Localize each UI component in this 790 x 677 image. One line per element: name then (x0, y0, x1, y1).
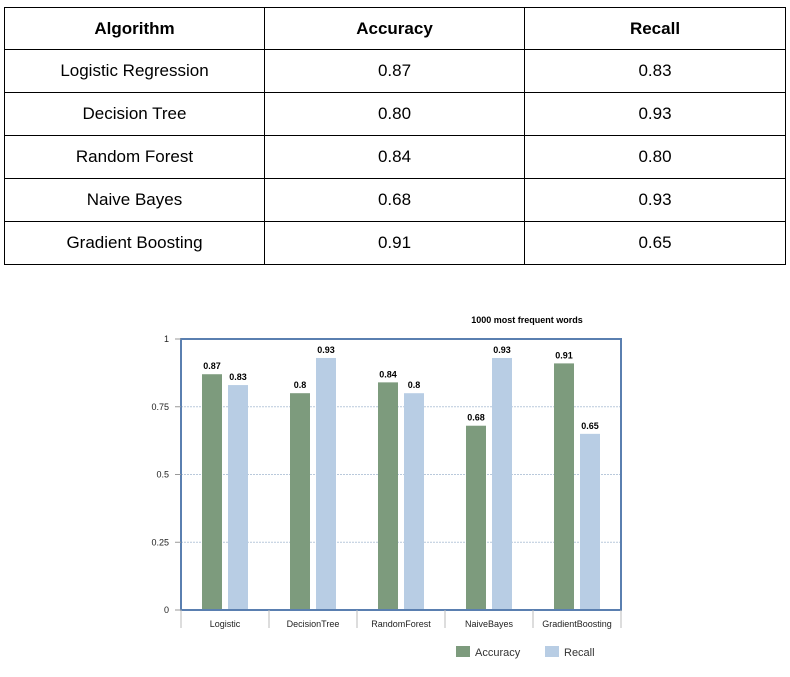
x-tick-label: RandomForest (371, 619, 431, 629)
data-label: 0.65 (581, 421, 599, 431)
bar-recall (580, 433, 600, 610)
y-tick-label: 0.5 (156, 470, 169, 480)
bar-accuracy (466, 425, 486, 610)
grid-lines (181, 406, 621, 543)
algorithm-cell: Decision Tree (4, 92, 265, 136)
data-label: 0.93 (317, 345, 335, 355)
recall-cell: 0.93 (524, 178, 786, 222)
bar-recall (492, 357, 512, 610)
header-algorithm: Algorithm (4, 7, 265, 50)
chart-title: 1000 most frequent words (471, 315, 583, 325)
table-header-row: Algorithm Accuracy Recall (4, 7, 786, 50)
accuracy-cell: 0.91 (264, 221, 525, 265)
bar-recall (404, 393, 424, 610)
legend-label-recall: Recall (564, 647, 595, 659)
axes: 0 0.25 0.5 0.75 1 Logistic DecisionTree RandomF… (151, 334, 622, 629)
bar-accuracy (290, 393, 310, 610)
bar-accuracy (378, 382, 398, 610)
y-tick-label: 0.75 (151, 402, 169, 412)
data-label: 0.8 (408, 380, 421, 390)
data-label: 0.87 (203, 361, 221, 371)
y-tick-label: 0 (164, 605, 169, 615)
table-row: Decision Tree 0.80 0.93 (4, 92, 786, 136)
header-accuracy: Accuracy (264, 7, 525, 50)
algorithm-cell: Random Forest (4, 135, 265, 179)
bar-recall (316, 357, 336, 610)
algorithm-cell: Logistic Regression (4, 49, 265, 93)
y-tick-label: 0.25 (151, 537, 169, 547)
recall-cell: 0.80 (524, 135, 786, 179)
data-label: 0.8 (294, 380, 307, 390)
data-label: 0.83 (229, 372, 247, 382)
legend-swatch-accuracy (456, 646, 470, 657)
table-row: Logistic Regression 0.87 0.83 (4, 49, 786, 93)
table-row: Random Forest 0.84 0.80 (4, 135, 786, 179)
bars: 0.87 0.83 0.8 0.93 0.84 0.8 0.68 0.93 0.91 0.65 (202, 345, 600, 610)
bar-accuracy (202, 374, 222, 610)
x-tick-label: NaiveBayes (465, 619, 514, 629)
accuracy-cell: 0.68 (264, 178, 525, 222)
data-label: 0.93 (493, 345, 511, 355)
accuracy-cell: 0.84 (264, 135, 525, 179)
x-tick-label: GradientBoosting (542, 619, 612, 629)
algorithm-cell: Naive Bayes (4, 178, 265, 222)
recall-cell: 0.65 (524, 221, 786, 265)
y-tick-label: 1 (164, 334, 169, 344)
data-label: 0.84 (379, 369, 397, 379)
legend-swatch-recall (545, 646, 559, 657)
recall-cell: 0.83 (524, 49, 786, 93)
data-label: 0.68 (467, 413, 485, 423)
bar-recall (228, 385, 248, 610)
results-table: Algorithm Accuracy Recall Logistic Regre… (4, 7, 786, 265)
legend: Accuracy Recall (456, 646, 595, 659)
legend-label-accuracy: Accuracy (475, 647, 521, 659)
recall-cell: 0.93 (524, 92, 786, 136)
table-row: Naive Bayes 0.68 0.93 (4, 178, 786, 222)
bar-accuracy (554, 363, 574, 610)
accuracy-cell: 0.80 (264, 92, 525, 136)
table-row: Gradient Boosting 0.91 0.65 (4, 221, 786, 265)
algorithm-cell: Gradient Boosting (4, 221, 265, 265)
data-label: 0.91 (555, 350, 573, 360)
x-tick-label: DecisionTree (287, 619, 340, 629)
x-tick-label: Logistic (210, 619, 241, 629)
